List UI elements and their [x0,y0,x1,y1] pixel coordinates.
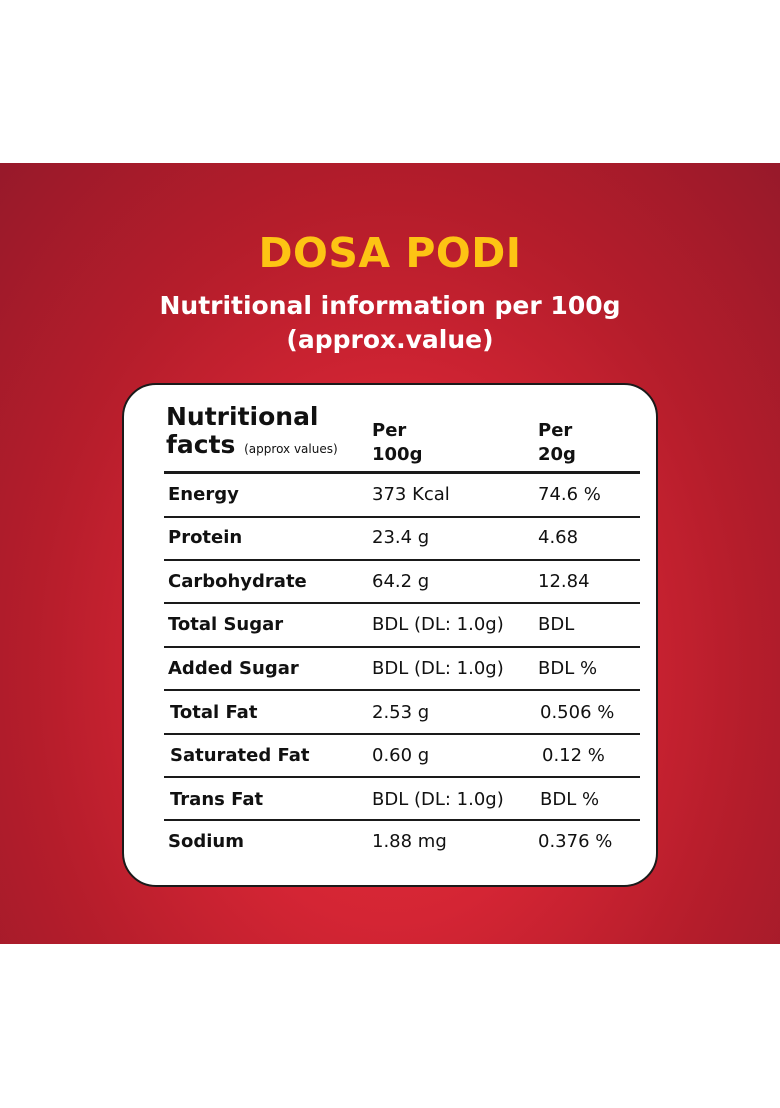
table-row: Carbohydrate 64.2 g 12.84 [124,562,656,602]
header-per-20g: Per 20g [538,419,628,467]
row-per-20g: 0.376 % [538,831,613,852]
row-per-20g: 74.6 % [538,484,601,505]
table-row: Sodium 1.88 mg 0.376 % [124,822,656,862]
product-title: DOSA PODI [258,229,522,277]
row-per-20g: BDL % [540,789,600,810]
row-divider [164,776,640,778]
row-name: Carbohydrate [168,571,307,592]
row-divider [164,602,640,604]
header-per-20g-line-1: Per [538,420,573,441]
row-per-20g: BDL % [538,658,598,679]
row-name: Saturated Fat [170,745,310,766]
table-row: Trans Fat BDL (DL: 1.0g) BDL % [124,780,656,820]
row-name: Sodium [168,831,244,852]
header-facts-line-2: facts [166,430,236,459]
header-nutritional-facts: Nutritional facts (approx values) [166,403,338,463]
row-per-100g: 373 Kcal [372,484,450,505]
table-row: Energy 373 Kcal 74.6 % [124,475,656,515]
row-name: Total Sugar [168,614,284,635]
row-per-100g: 23.4 g [372,527,430,548]
row-per-100g: 64.2 g [372,571,430,592]
row-divider [164,819,640,821]
nutrition-table-card: Nutritional facts (approx values) Per 10… [122,383,658,887]
header-per-100g: Per 100g [372,419,462,467]
row-per-100g: 1.88 mg [372,831,447,852]
row-per-20g: BDL [538,614,575,635]
table-row: Total Fat 2.53 g 0.506 % [124,693,656,733]
row-per-100g: 2.53 g [372,702,430,723]
row-divider [164,646,640,648]
row-name: Energy [168,484,239,505]
header-per-100g-line-1: Per [372,420,407,441]
table-row: Total Sugar BDL (DL: 1.0g) BDL [124,605,656,645]
subtitle-line-2: (approx.value) [286,325,494,354]
row-per-100g: BDL (DL: 1.0g) [372,658,504,679]
subtitle: Nutritional information per 100g (approx… [0,289,780,357]
row-name: Added Sugar [168,658,299,679]
row-per-100g: 0.60 g [372,745,430,766]
table-row: Saturated Fat 0.60 g 0.12 % [124,736,656,776]
table-row: Added Sugar BDL (DL: 1.0g) BDL % [124,649,656,689]
row-per-20g: 0.12 % [542,745,605,766]
header-per-100g-line-2: 100g [372,444,423,465]
row-per-100g: BDL (DL: 1.0g) [372,789,504,810]
row-divider [164,559,640,561]
row-name: Trans Fat [170,789,264,810]
row-name: Protein [168,527,243,548]
subtitle-line-1: Nutritional information per 100g [159,291,621,320]
row-divider [164,516,640,518]
row-name: Total Fat [170,702,258,723]
table-row: Protein 23.4 g 4.68 [124,518,656,558]
header-facts-note: (approx values) [244,442,338,456]
row-per-20g: 4.68 [538,527,579,548]
row-per-100g: BDL (DL: 1.0g) [372,614,504,635]
row-per-20g: 12.84 [538,571,590,592]
row-divider [164,689,640,691]
header-facts-line-1: Nutritional [166,402,319,431]
header-per-20g-line-2: 20g [538,444,576,465]
row-per-20g: 0.506 % [540,702,615,723]
row-divider [164,733,640,735]
header-divider [164,471,640,474]
